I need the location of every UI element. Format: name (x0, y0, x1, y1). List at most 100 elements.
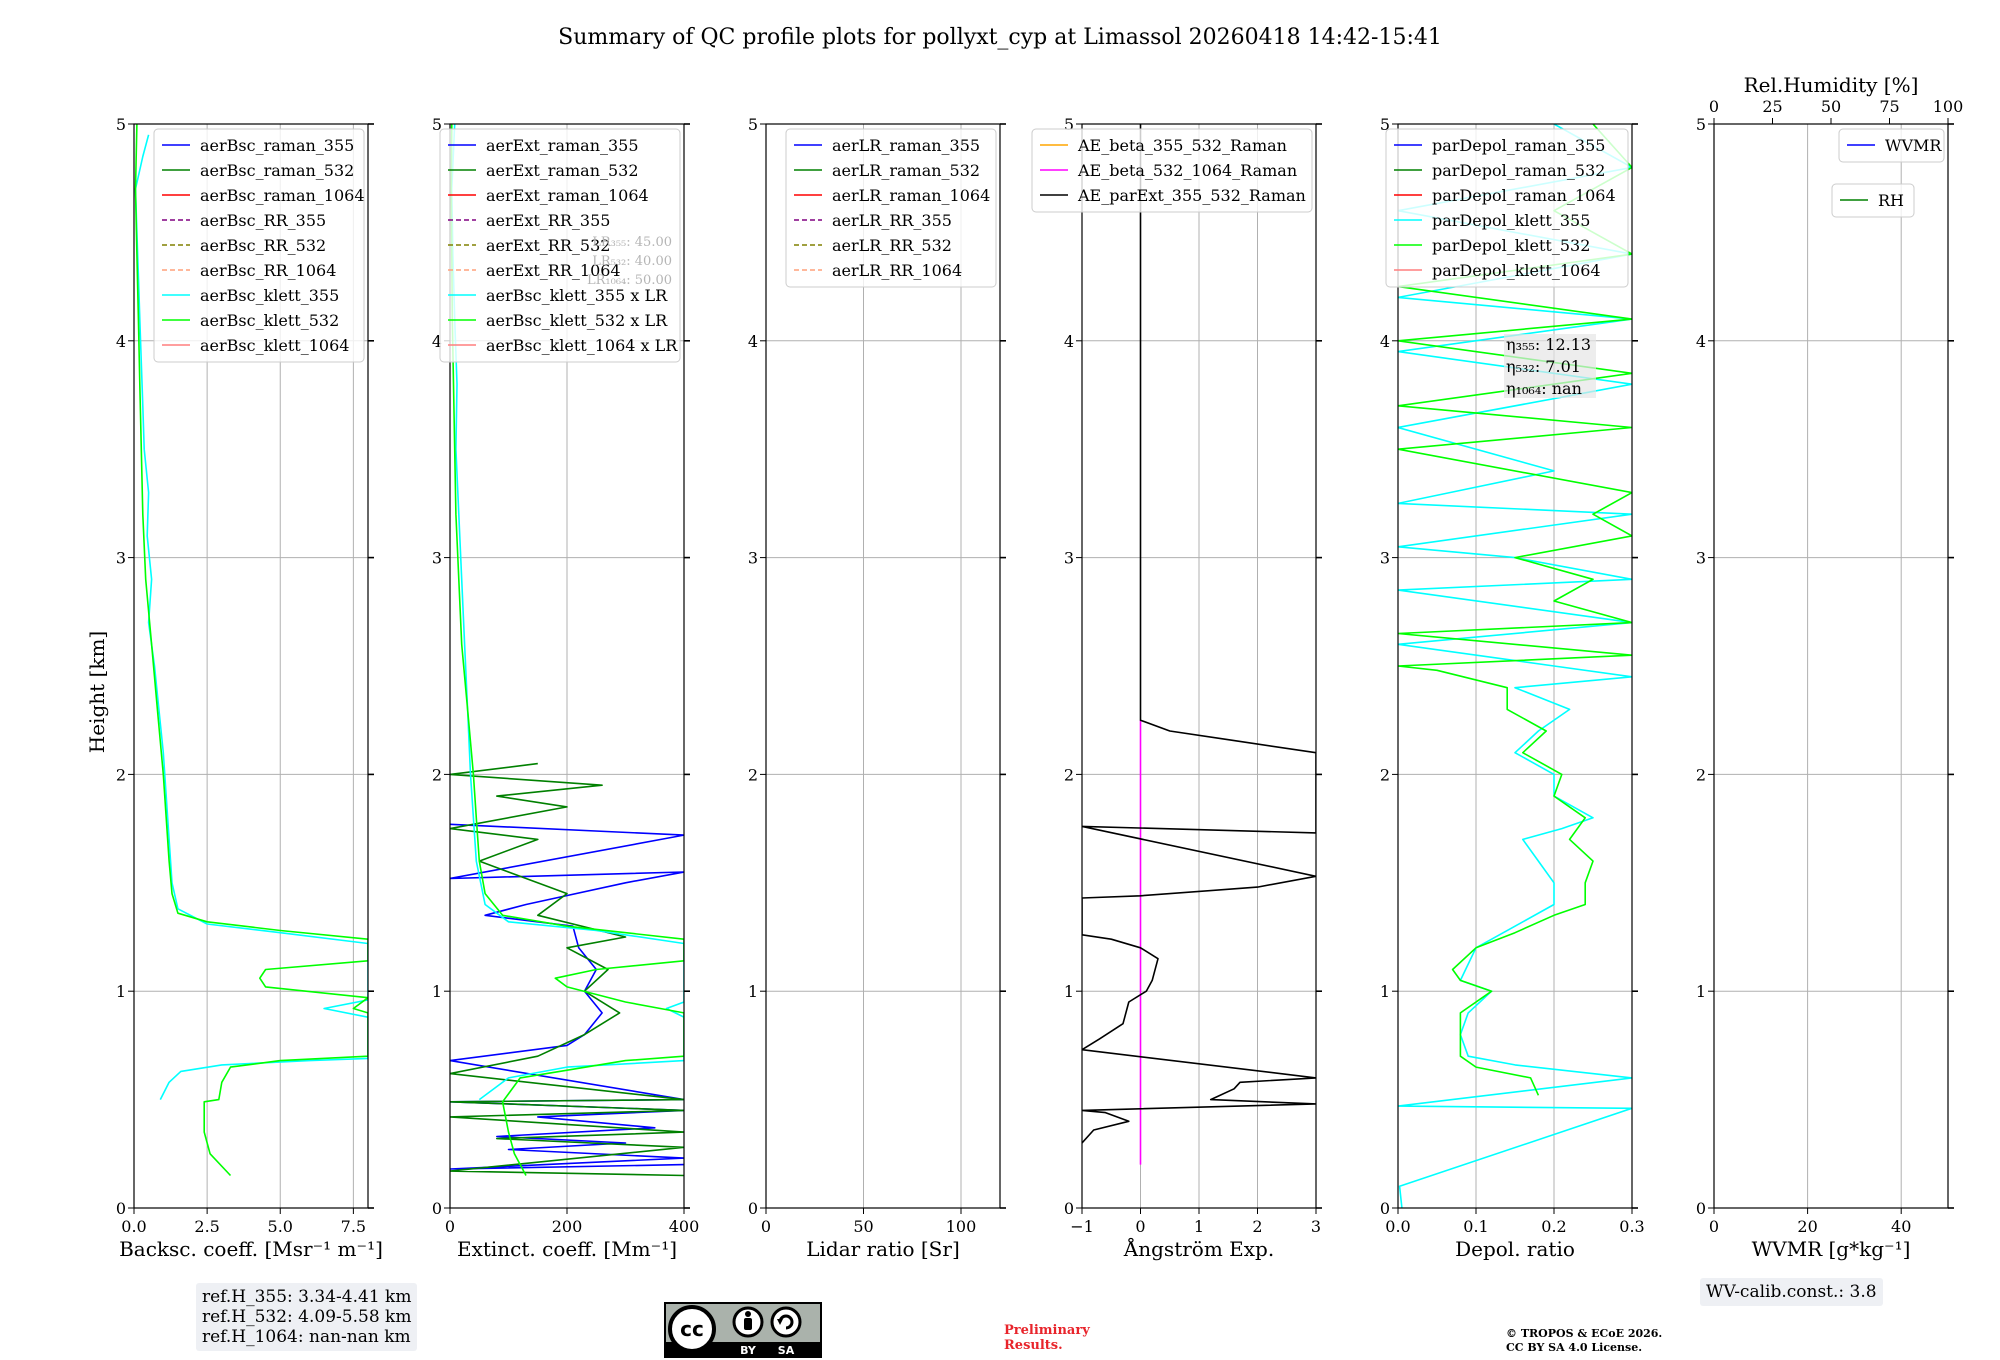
panel-depol: 0.0 0.1 0.2 0.3 0 1 2 3 4 5 Depol. ratio parDepol_r… (1380, 115, 1645, 1261)
series-line-aerExt_raman_355 (450, 823, 684, 1170)
legend-frame (1385, 128, 1629, 288)
legend-entry: aerBsc_raman_532 (200, 161, 354, 180)
cc-logo-icon (668, 1305, 716, 1353)
y-tick-label: 3 (748, 549, 758, 568)
legend-entry: aerBsc_raman_1064 (200, 186, 365, 205)
legend-entry: aerBsc_klett_1064 (200, 336, 349, 355)
y-tick-label: 2 (748, 765, 758, 784)
x-tick-label: −1 (1070, 1217, 1094, 1236)
legend-frame (1838, 128, 1945, 163)
x-tick-label: 7.5 (341, 1217, 366, 1236)
x-tick-label: 0 (1135, 1217, 1145, 1236)
legend-entry: aerLR_raman_1064 (832, 186, 990, 205)
x-axis-label: Lidar ratio [Sr] (806, 1237, 960, 1261)
legend-entry: aerBsc_klett_355 (200, 286, 339, 305)
ref-height-1064: ref.H_1064: nan-nan km (202, 1327, 411, 1347)
legend-entry: aerLR_raman_355 (832, 136, 980, 155)
series-group (1082, 124, 1316, 1165)
panels: 0.0 2.5 5.0 7.5 0 1 2 3 4 5 Backsc. coeff. [Msr⁻¹ … (116, 73, 1963, 1261)
y-tick-label: 0 (116, 1199, 126, 1218)
x-tick-label: 100 (946, 1217, 977, 1236)
legend-entry: aerExt_RR_532 (486, 236, 610, 255)
figure-title: Summary of QC profile plots for pollyxt_… (558, 25, 1442, 50)
legend-entry: aerExt_raman_355 (486, 136, 639, 155)
legend-entry: AE_beta_532_1064_Raman (1077, 161, 1297, 180)
legend-entry: aerExt_raman_1064 (486, 186, 649, 205)
axes-frame (1713, 123, 1949, 1209)
legend-frame (439, 128, 681, 363)
x-tick-label: 1 (1194, 1217, 1204, 1236)
y-tick-label: 2 (1064, 765, 1074, 784)
y-tick-label: 2 (1696, 765, 1706, 784)
wv-calib-const: WV-calib.const.: 3.8 (1706, 1282, 1877, 1302)
legend-entry: parDepol_raman_355 (1432, 136, 1605, 155)
y-tick-label: 4 (1380, 332, 1390, 351)
ref-height-532: ref.H_532: 4.09-5.58 km (202, 1307, 412, 1327)
y-tick-label: 2 (116, 765, 126, 784)
panel-bsc: 0.0 2.5 5.0 7.5 0 1 2 3 4 5 Backsc. coeff. [Msr⁻¹ … (116, 115, 383, 1261)
x-tick-label: 200 (552, 1217, 583, 1236)
x-tick-label: 0.3 (1619, 1217, 1644, 1236)
cc-by-sa-badge: cc BY SA (664, 1302, 822, 1358)
legend: aerLR_raman_355 aerLR_raman_532 aerLR_rama… (785, 128, 997, 288)
y-tick-label: 2 (432, 765, 442, 784)
y-tick-label: 2 (1380, 765, 1390, 784)
x-tick-label: 0 (445, 1217, 455, 1236)
x-tick-label: 3 (1311, 1217, 1321, 1236)
series-line-aerBsc_klett_532 x LR (450, 124, 684, 1176)
series-line-AE_parExt_355_532_Raman (1082, 124, 1316, 1144)
series-line-aerExt_raman_532 (450, 762, 684, 1177)
series-line-aerBsc_klett_355 x LR (451, 124, 684, 1101)
panel-lr: 0 50 100 0 1 2 3 4 5 Lidar ratio [Sr] aerLR_raman_… (748, 115, 1006, 1261)
x-tick-label: 0.1 (1463, 1217, 1488, 1236)
y-tick-label: 0 (1064, 1199, 1074, 1218)
share-alike-icon (770, 1306, 802, 1338)
x-tick-label: 5.0 (268, 1217, 293, 1236)
y-tick-label: 1 (1380, 982, 1390, 1001)
y-tick-label: 1 (116, 982, 126, 1001)
x-tick-label: 0 (761, 1217, 771, 1236)
y-tick-label: 4 (116, 332, 126, 351)
top-x-tick-label: 100 (1933, 97, 1964, 116)
y-tick-label: 0 (432, 1199, 442, 1218)
panel-ext: 0 200 400 0 1 2 3 4 5 Extinct. coeff. [Mm⁻¹] aerEx… (432, 115, 699, 1261)
y-tick-label: 5 (432, 115, 442, 134)
y-tick-label: 1 (1696, 982, 1706, 1001)
legend-entry: aerBsc_raman_355 (200, 136, 354, 155)
top-x-tick-label: 25 (1762, 97, 1782, 116)
copyright-line-1: © TROPOS & ECoE 2026. (1506, 1327, 1663, 1340)
legend-entry: aerLR_RR_1064 (832, 261, 962, 280)
preliminary-line-2: Results. (1004, 1338, 1063, 1353)
legend-entry: aerBsc_klett_1064 x LR (486, 336, 678, 355)
x-tick-label: 400 (669, 1217, 700, 1236)
x-tick-label: 2.5 (194, 1217, 219, 1236)
legend-entry: AE_beta_355_532_Raman (1077, 136, 1287, 155)
y-tick-label: 5 (1696, 115, 1706, 134)
panel-wv: 0 20 40 0 1 2 3 4 5 WVMR [g*kg⁻¹] 0 25 50 75 100 Rel.Hu… (1696, 73, 1963, 1261)
legend-entry: RH (1878, 191, 1904, 210)
series-group (450, 124, 684, 1177)
legend-entry: aerExt_raman_532 (486, 161, 639, 180)
y-tick-label: 3 (1696, 549, 1706, 568)
legend-entry: parDepol_klett_1064 (1432, 261, 1601, 280)
copyright-line-2: CC BY SA 4.0 License. (1506, 1341, 1643, 1354)
preliminary-line-1: Preliminary (1004, 1323, 1090, 1338)
lr-annotation: LR₃₅₅: 45.00 (592, 235, 672, 250)
y-tick-label: 4 (1064, 332, 1074, 351)
ref-height-355: ref.H_355: 3.34-4.41 km (202, 1287, 412, 1307)
top-x-tick-label: 75 (1879, 97, 1899, 116)
y-tick-label: 0 (1380, 1199, 1390, 1218)
wv-calibration-box: WV-calib.const.: 3.8 (1700, 1278, 1883, 1306)
legend-entry: aerBsc_klett_355 x LR (486, 286, 668, 305)
y-tick-label: 4 (1696, 332, 1706, 351)
y-tick-label: 1 (1064, 982, 1074, 1001)
copyright-note: © TROPOS & ECoE 2026. CC BY SA 4.0 Licen… (1506, 1327, 1662, 1355)
cc-sa-label: SA (778, 1344, 795, 1357)
lr-annotation: LR₁₀₆₄: 50.00 (587, 273, 672, 288)
x-tick-label: 20 (1797, 1217, 1817, 1236)
legend-entry: aerExt_RR_355 (486, 211, 610, 230)
y-axis-label: Height [km] (85, 631, 109, 753)
x-axis-label: Backsc. coeff. [Msr⁻¹ m⁻¹] (119, 1237, 383, 1261)
legend: WVMR (1838, 128, 1945, 163)
